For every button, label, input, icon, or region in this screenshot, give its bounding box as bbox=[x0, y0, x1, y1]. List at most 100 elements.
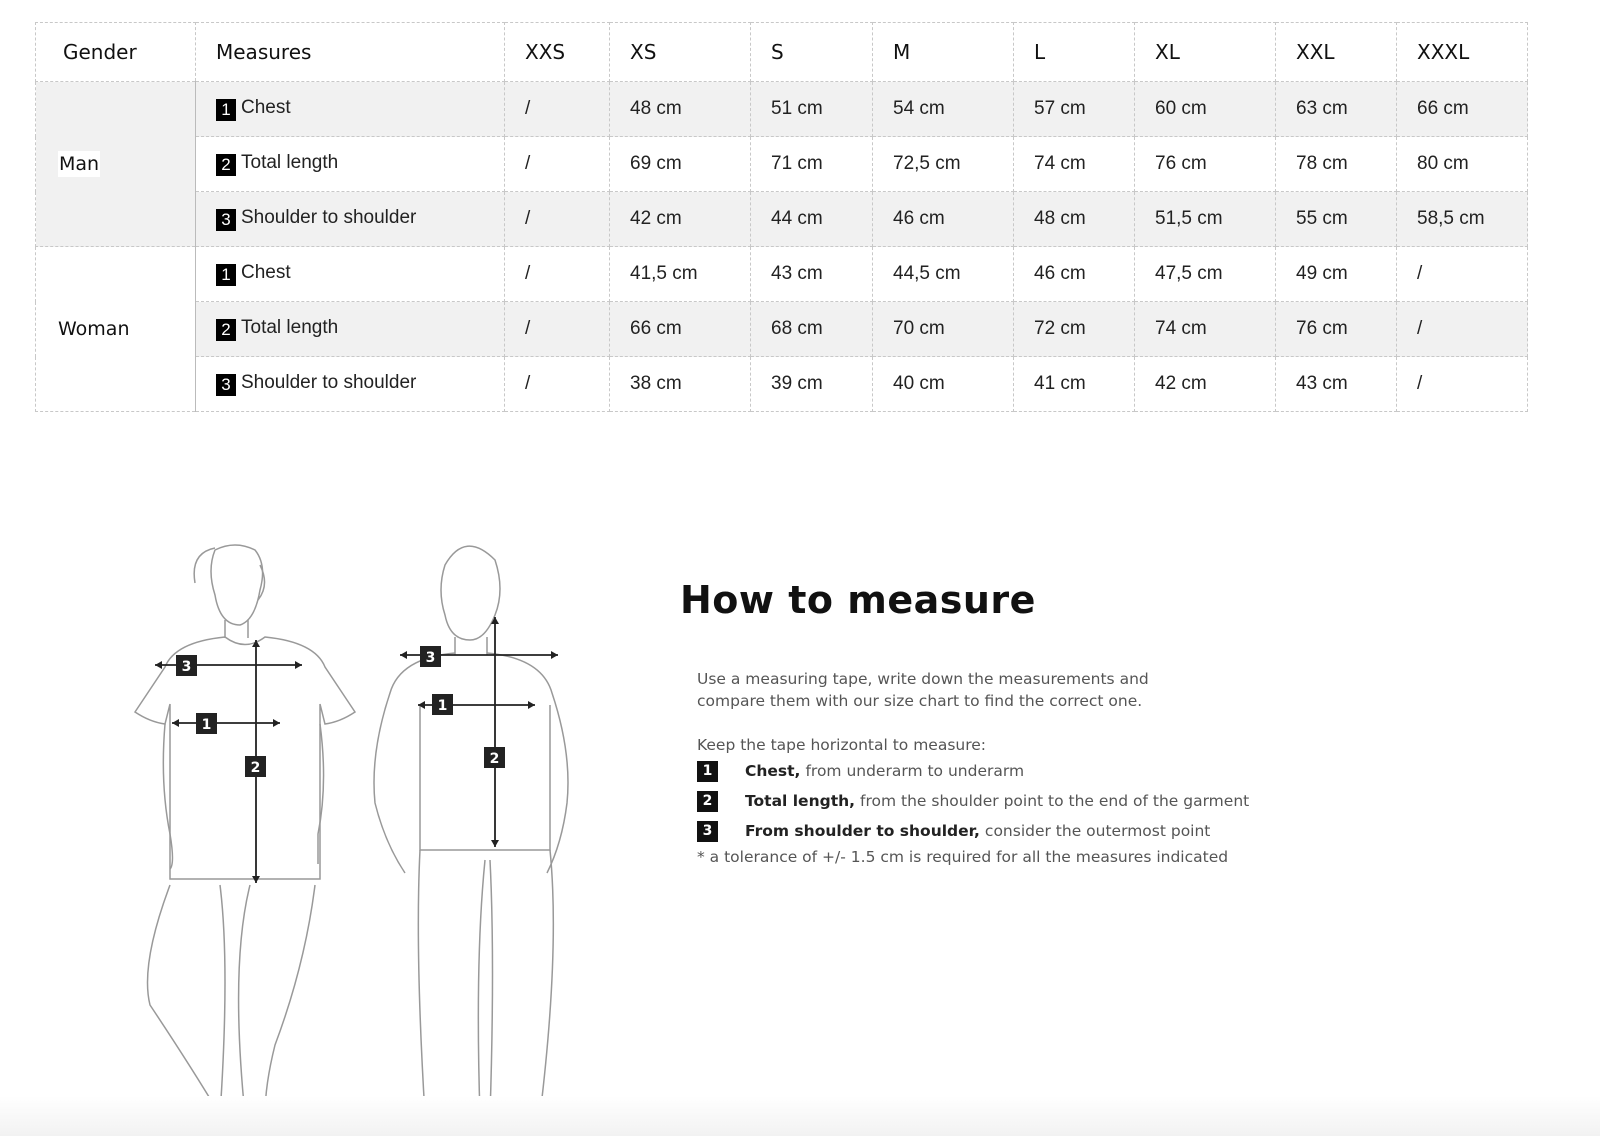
size-value-cell: 42 cm bbox=[1134, 356, 1276, 412]
size-value-cell: 68 cm bbox=[750, 301, 873, 357]
size-value-cell: / bbox=[504, 136, 610, 192]
size-value-cell: 44,5 cm bbox=[872, 246, 1014, 302]
step-shoulder: 3 From shoulder to shoulder, consider th… bbox=[697, 816, 1249, 846]
header-measures: Measures bbox=[195, 22, 505, 82]
size-value-cell: / bbox=[504, 301, 610, 357]
measure-cell: 2 Total length bbox=[195, 136, 505, 192]
bottom-fade bbox=[0, 1096, 1600, 1136]
size-value-cell: / bbox=[1396, 246, 1528, 302]
size-value-cell: 40 cm bbox=[872, 356, 1014, 412]
table-row: Woman 1 Chest/41,5 cm 43 cm 44,5 cm 46 cm 47,5… bbox=[35, 246, 1528, 412]
size-value-cell: 66 cm bbox=[1396, 81, 1528, 137]
size-value-cell: 49 cm bbox=[1275, 246, 1397, 302]
how-to-measure-section: How to measure bbox=[680, 578, 1036, 622]
size-value-cell: 41 cm bbox=[1013, 356, 1135, 412]
gender-label: Woman bbox=[58, 318, 130, 340]
header-m: M bbox=[872, 22, 1014, 82]
gender-label: Man bbox=[58, 151, 101, 177]
header-xxs: XXS bbox=[504, 22, 610, 82]
size-value-cell: 43 cm bbox=[1275, 356, 1397, 412]
how-to-measure-instructions: Use a measuring tape, write down the mea… bbox=[697, 668, 1249, 868]
size-value-cell: 51,5 cm bbox=[1134, 191, 1276, 247]
size-value-cell: 69 cm bbox=[609, 136, 751, 192]
size-value-cell: 42 cm bbox=[609, 191, 751, 247]
measure-label: Total length bbox=[241, 317, 339, 338]
size-value-cell: 60 cm bbox=[1134, 81, 1276, 137]
size-value-cell: 43 cm bbox=[750, 246, 873, 302]
size-value-cell: 80 cm bbox=[1396, 136, 1528, 192]
size-value-cell: 74 cm bbox=[1134, 301, 1276, 357]
table-row: 2 Total length/69 cm 71 cm 72,5 cm 74 cm 76 c… bbox=[36, 136, 1528, 192]
size-value-cell: / bbox=[504, 191, 610, 247]
number-2-badge: 2 bbox=[697, 790, 718, 812]
table-header-row: Gender Measures XXS XS S M L XL XXL XXXL bbox=[35, 22, 1528, 82]
woman-label-1: 1 bbox=[202, 717, 212, 733]
size-value-cell: 47,5 cm bbox=[1134, 246, 1276, 302]
size-value-cell: 51 cm bbox=[750, 81, 873, 137]
measure-number-badge: 1 bbox=[216, 99, 236, 121]
measure-cell: 1 Chest bbox=[195, 246, 505, 302]
size-value-cell: 39 cm bbox=[750, 356, 873, 412]
size-value-cell: 72 cm bbox=[1013, 301, 1135, 357]
measure-number-badge: 3 bbox=[216, 209, 236, 231]
size-value-cell: 55 cm bbox=[1275, 191, 1397, 247]
tolerance-note: * a tolerance of +/- 1.5 cm is required … bbox=[697, 848, 1229, 866]
intro-line-2: compare them with our size chart to find… bbox=[697, 692, 1143, 710]
size-value-cell: 41,5 cm bbox=[609, 246, 751, 302]
header-gender: Gender bbox=[35, 22, 196, 82]
size-value-cell: 78 cm bbox=[1275, 136, 1397, 192]
size-value-cell: 46 cm bbox=[1013, 246, 1135, 302]
intro-line-1: Use a measuring tape, write down the mea… bbox=[697, 670, 1149, 688]
woman-figure-illustration bbox=[133, 544, 357, 1116]
measure-cell: 1 Chest bbox=[195, 81, 505, 137]
measure-label: Total length bbox=[241, 152, 339, 173]
step-2-bold: Total length, bbox=[745, 792, 856, 810]
how-to-measure-title: How to measure bbox=[680, 578, 1036, 622]
woman-label-3: 3 bbox=[182, 659, 192, 675]
size-value-cell: 48 cm bbox=[609, 81, 751, 137]
measure-number-badge: 2 bbox=[216, 154, 236, 176]
header-xl: XL bbox=[1134, 22, 1276, 82]
step-1-bold: Chest, bbox=[745, 762, 801, 780]
measure-label: Shoulder to shoulder bbox=[241, 372, 417, 393]
header-s: S bbox=[750, 22, 873, 82]
size-value-cell: 44 cm bbox=[750, 191, 873, 247]
header-xxxl: XXXL bbox=[1396, 22, 1528, 82]
step-total-length: 2 Total length, from the shoulder point … bbox=[697, 786, 1249, 816]
woman-label-2: 2 bbox=[251, 760, 261, 776]
gender-cell: Man bbox=[35, 81, 196, 247]
man-label-2: 2 bbox=[490, 751, 500, 767]
size-value-cell: 76 cm bbox=[1275, 301, 1397, 357]
size-value-cell: / bbox=[504, 246, 610, 302]
size-chart-table: Gender Measures XXS XS S M L XL XXL XXXL… bbox=[35, 22, 1528, 412]
measure-cell: 3 Shoulder to shoulder bbox=[195, 191, 505, 247]
table-row: 2 Total length /66 cm 68 cm 70 cm 72 cm 74 cm 7… bbox=[36, 301, 1528, 357]
step-1-text: from underarm to underarm bbox=[805, 762, 1025, 780]
number-3-badge: 3 bbox=[697, 820, 718, 842]
man-label-3: 3 bbox=[426, 650, 436, 666]
size-value-cell: 38 cm bbox=[609, 356, 751, 412]
size-value-cell: 66 cm bbox=[609, 301, 751, 357]
size-value-cell: / bbox=[504, 81, 610, 137]
keep-horizontal-text: Keep the tape horizontal to measure: bbox=[697, 736, 987, 754]
table-row: 3 Shoulder to shoulder/38 cm 39 cm 40 cm 41 … bbox=[36, 356, 1528, 412]
size-value-cell: 71 cm bbox=[750, 136, 873, 192]
table-row: Man 1 Chest/48 cm 51 cm 54 cm 57 cm 60 cm 63 cm… bbox=[35, 81, 1528, 247]
header-xs: XS bbox=[609, 22, 751, 82]
step-3-bold: From shoulder to shoulder, bbox=[745, 822, 980, 840]
measuring-illustration: 3 1 2 3 1 2 bbox=[120, 525, 620, 1120]
size-value-cell: 48 cm bbox=[1013, 191, 1135, 247]
size-value-cell: / bbox=[1396, 356, 1528, 412]
measure-label: Chest bbox=[241, 262, 291, 283]
measure-label: Shoulder to shoulder bbox=[241, 207, 417, 228]
size-value-cell: 63 cm bbox=[1275, 81, 1397, 137]
step-2-text: from the shoulder point to the end of th… bbox=[860, 792, 1250, 810]
table-row: 3 Shoulder to shoulder/42 cm 44 cm 46 cm 48 … bbox=[36, 191, 1528, 247]
size-value-cell: 58,5 cm bbox=[1396, 191, 1528, 247]
size-value-cell: 70 cm bbox=[872, 301, 1014, 357]
measure-number-badge: 1 bbox=[216, 264, 236, 286]
size-value-cell: 54 cm bbox=[872, 81, 1014, 137]
measure-number-badge: 2 bbox=[216, 319, 236, 341]
header-xxl: XXL bbox=[1275, 22, 1397, 82]
size-value-cell: 76 cm bbox=[1134, 136, 1276, 192]
